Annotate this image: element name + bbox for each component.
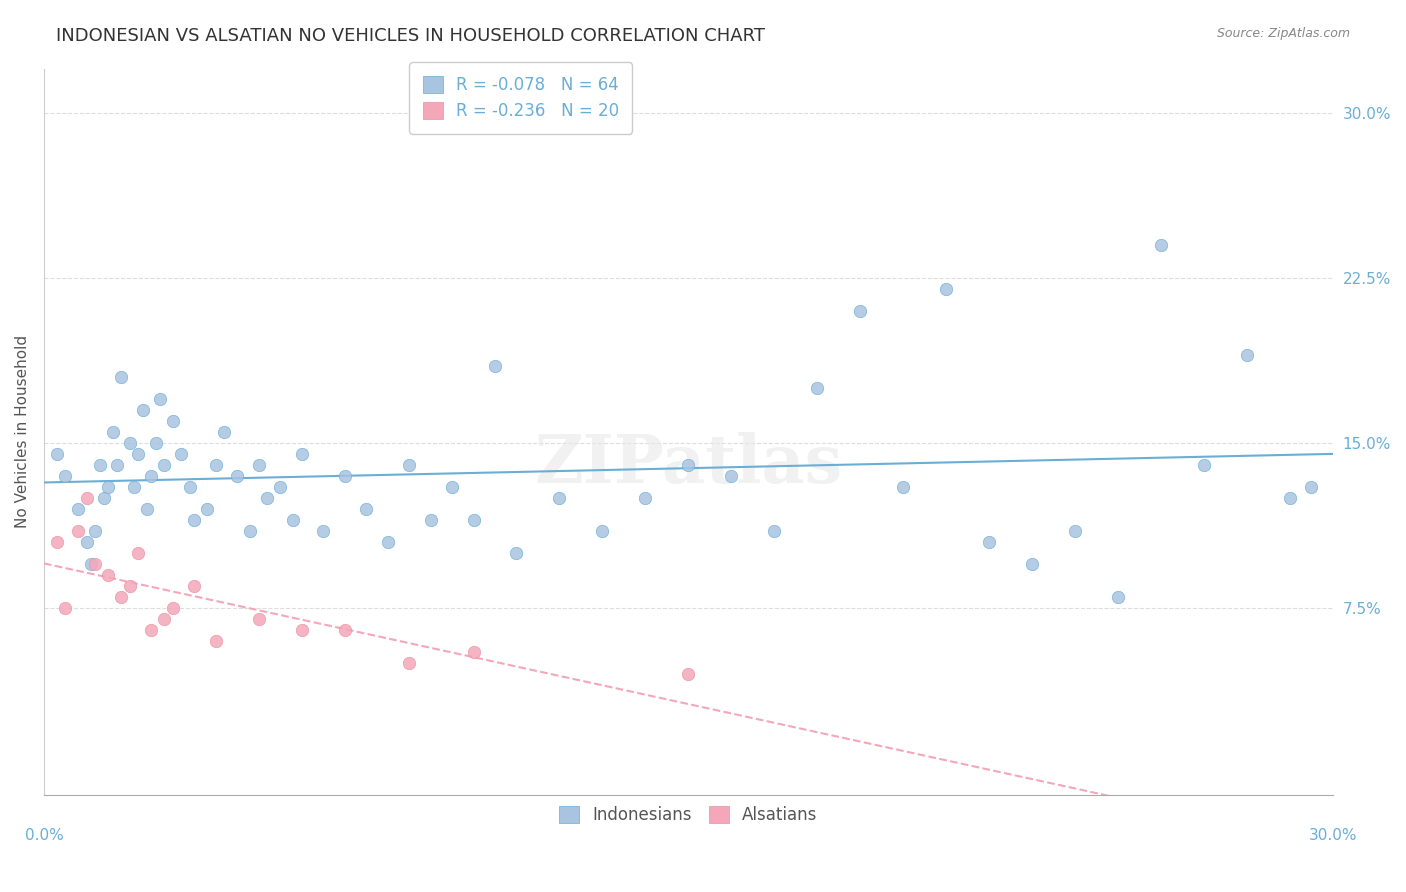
Point <box>101 425 124 439</box>
Point <box>977 535 1000 549</box>
Point <box>505 546 527 560</box>
Point <box>281 513 304 527</box>
Text: 30.0%: 30.0% <box>1309 828 1357 843</box>
Point <box>226 468 249 483</box>
Point <box>162 414 184 428</box>
Point <box>1236 348 1258 362</box>
Point <box>45 535 67 549</box>
Point <box>398 656 420 670</box>
Point <box>170 447 193 461</box>
Point <box>183 579 205 593</box>
Point <box>136 501 159 516</box>
Point <box>548 491 571 505</box>
Point <box>179 480 201 494</box>
Point <box>849 303 872 318</box>
Point <box>239 524 262 538</box>
Point <box>463 645 485 659</box>
Point <box>312 524 335 538</box>
Text: ZIPatlas: ZIPatlas <box>534 433 842 498</box>
Point <box>141 468 163 483</box>
Point <box>1150 237 1173 252</box>
Point <box>1301 480 1323 494</box>
Point <box>1021 557 1043 571</box>
Point <box>678 458 700 472</box>
Point <box>76 491 98 505</box>
Point <box>127 447 149 461</box>
Point <box>84 524 107 538</box>
Point <box>122 480 145 494</box>
Text: Source: ZipAtlas.com: Source: ZipAtlas.com <box>1216 27 1350 40</box>
Point <box>195 501 218 516</box>
Point <box>256 491 278 505</box>
Point <box>806 381 828 395</box>
Point <box>1278 491 1301 505</box>
Point <box>67 501 90 516</box>
Point <box>105 458 128 472</box>
Point <box>763 524 786 538</box>
Point <box>935 282 957 296</box>
Point <box>76 535 98 549</box>
Point <box>377 535 399 549</box>
Point <box>162 601 184 615</box>
Point <box>333 623 356 637</box>
Point <box>110 369 132 384</box>
Point <box>145 435 167 450</box>
Point <box>291 447 314 461</box>
Point <box>591 524 613 538</box>
Point <box>53 468 76 483</box>
Point <box>153 458 176 472</box>
Point <box>183 513 205 527</box>
Point <box>214 425 236 439</box>
Point <box>333 468 356 483</box>
Point <box>419 513 441 527</box>
Point <box>291 623 314 637</box>
Point <box>204 634 226 648</box>
Point <box>110 590 132 604</box>
Point <box>80 557 103 571</box>
Point <box>441 480 464 494</box>
Point <box>484 359 506 373</box>
Point <box>247 458 270 472</box>
Point <box>678 667 700 681</box>
Point <box>127 546 149 560</box>
Text: INDONESIAN VS ALSATIAN NO VEHICLES IN HOUSEHOLD CORRELATION CHART: INDONESIAN VS ALSATIAN NO VEHICLES IN HO… <box>56 27 765 45</box>
Point <box>141 623 163 637</box>
Point <box>204 458 226 472</box>
Point <box>89 458 111 472</box>
Point <box>398 458 420 472</box>
Point <box>1192 458 1215 472</box>
Point <box>891 480 914 494</box>
Point <box>354 501 377 516</box>
Point <box>247 612 270 626</box>
Point <box>1107 590 1129 604</box>
Point <box>634 491 657 505</box>
Point <box>67 524 90 538</box>
Point <box>269 480 291 494</box>
Point <box>45 447 67 461</box>
Point <box>118 435 141 450</box>
Point <box>97 480 120 494</box>
Text: 0.0%: 0.0% <box>24 828 63 843</box>
Point <box>53 601 76 615</box>
Point <box>153 612 176 626</box>
Point <box>131 402 153 417</box>
Point <box>463 513 485 527</box>
Y-axis label: No Vehicles in Household: No Vehicles in Household <box>15 335 30 528</box>
Point <box>97 568 120 582</box>
Point <box>84 557 107 571</box>
Point <box>720 468 742 483</box>
Point <box>93 491 115 505</box>
Point <box>118 579 141 593</box>
Point <box>149 392 172 406</box>
Legend: Indonesians, Alsatians: Indonesians, Alsatians <box>553 799 824 830</box>
Point <box>1064 524 1087 538</box>
